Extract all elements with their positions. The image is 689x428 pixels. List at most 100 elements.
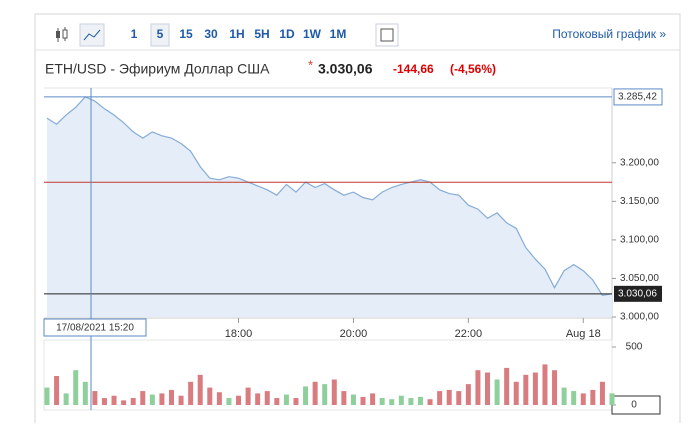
line-icon-box[interactable]: [79, 23, 105, 47]
volume-bar: [255, 393, 261, 405]
volume-bar: [44, 387, 50, 405]
volume-bar: [207, 387, 213, 405]
x-tick-label: 18:00: [225, 328, 253, 340]
volume-bar: [168, 389, 174, 405]
volume-bar: [54, 376, 60, 405]
interval-button[interactable]: 1H: [229, 27, 244, 41]
volume-bar: [130, 398, 136, 405]
volume-bar: [149, 394, 155, 405]
volume-bar: [571, 391, 577, 405]
interval-button[interactable]: 1: [131, 27, 138, 41]
volume-bar: [408, 398, 414, 405]
volume-bar: [350, 394, 356, 405]
volume-bar: [331, 379, 337, 405]
volume-bar: [561, 387, 567, 405]
volume-bar: [427, 399, 433, 405]
y-tick-label: 3.150,00: [620, 196, 659, 207]
y-tick-label: 3.200,00: [620, 157, 659, 168]
x-tick-label: 22:00: [455, 328, 483, 340]
volume-bar: [437, 391, 443, 405]
volume-bar: [197, 374, 203, 405]
volume-bar: [303, 386, 309, 405]
volume-bar: [341, 391, 347, 405]
x-tick-label: Aug 18: [566, 328, 601, 340]
volume-bar: [542, 364, 548, 405]
volume-bar: [216, 392, 222, 405]
interval-button[interactable]: 1M: [330, 27, 347, 41]
volume-bar: [293, 398, 299, 405]
volume-bar: [609, 393, 615, 405]
volume-bar: [475, 370, 481, 405]
volume-bar: [245, 387, 251, 405]
change-pct: (-4,56%): [450, 62, 496, 76]
volume-bar: [82, 381, 88, 405]
volume-bar: [92, 391, 98, 405]
volume-bar: [513, 381, 519, 405]
table-icon-glyph: [380, 28, 394, 42]
crosshair-x-label: 17/08/2021 15:20: [56, 323, 134, 334]
interval-button[interactable]: 30: [204, 27, 218, 41]
candle-icon[interactable]: [56, 27, 68, 42]
volume-bar: [159, 393, 165, 405]
volume-bar: [552, 370, 558, 405]
volume-bar: [532, 372, 538, 405]
volume-panel: [43, 339, 613, 411]
y-tick-label: 3.100,00: [620, 235, 659, 246]
volume-bar: [485, 372, 491, 405]
volume-bar: [121, 400, 127, 405]
interval-button[interactable]: 1D: [279, 27, 295, 41]
crosshair-x-box: [43, 318, 147, 337]
volume-bar: [264, 391, 270, 405]
volume-bar: [456, 391, 462, 405]
crosshair-y-label: 3.285,42: [618, 92, 657, 103]
last-price-box: [614, 285, 662, 302]
interval-button[interactable]: 5: [157, 27, 164, 41]
volume-bar: [580, 393, 586, 405]
interval-button[interactable]: 15: [179, 27, 193, 41]
volume-bar: [590, 389, 596, 405]
volume-bar: [504, 367, 510, 405]
volume-bar: [379, 398, 385, 405]
interval-button[interactable]: 1W: [303, 27, 322, 41]
volume-bar: [446, 389, 452, 405]
volume-bar: [322, 384, 328, 405]
volume-bar: [599, 381, 605, 405]
volume-tick-label: 500: [626, 342, 643, 353]
stream-link[interactable]: Потоковый график »: [552, 27, 666, 41]
y-tick-label: 3.000,00: [620, 312, 659, 323]
volume-bar: [236, 395, 242, 405]
crosshair-y-box: [613, 88, 663, 106]
volume-bar: [465, 384, 471, 405]
volume-bar: [312, 381, 318, 405]
volume-bar: [370, 393, 376, 405]
x-tick-label: 20:00: [340, 328, 368, 340]
volume-bar: [111, 395, 117, 405]
last-price-label: 3.030,06: [618, 288, 657, 299]
volume-bar: [389, 399, 395, 405]
star: *: [308, 57, 313, 72]
volume-bar: [101, 398, 107, 405]
volume-bar: [73, 370, 79, 405]
table-icon[interactable]: [375, 23, 399, 47]
change: -144,66: [393, 62, 434, 76]
active-interval: [150, 23, 170, 47]
volume-bar: [226, 398, 232, 405]
line-icon: [83, 29, 101, 41]
volume-bar: [523, 374, 529, 405]
area: [47, 96, 612, 318]
volume-bar: [140, 391, 146, 405]
volume-bar: [274, 398, 280, 405]
volume-bar: [417, 396, 423, 405]
volume-bar: [283, 394, 289, 405]
volume-tick-label: 0: [631, 400, 637, 411]
price-line: [46, 96, 613, 297]
interval-button[interactable]: 5H: [254, 27, 269, 41]
volume-bar: [398, 395, 404, 405]
volume-bar: [494, 379, 500, 405]
price: 3.030,06: [318, 61, 373, 77]
volume-bar: [178, 395, 184, 405]
volume-bar: [188, 381, 194, 405]
y-tick-label: 3.050,00: [620, 273, 659, 284]
symbol: ETH/USD - Эфириум Доллар США: [45, 61, 270, 77]
